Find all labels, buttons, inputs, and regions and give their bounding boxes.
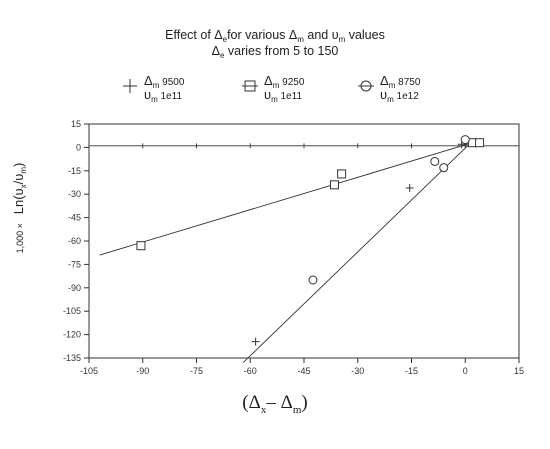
legend-line-2: υm 1e11 bbox=[264, 88, 302, 106]
legend-value: 8750 bbox=[395, 77, 421, 88]
plot-frame bbox=[88, 123, 520, 359]
x-axis-label-text: ) bbox=[301, 392, 308, 413]
data-point-circle bbox=[460, 135, 470, 145]
legend-symbol: υ bbox=[380, 87, 388, 102]
data-point-square bbox=[136, 241, 146, 251]
x-tick-label: -105 bbox=[80, 366, 98, 376]
x-tick-label: -30 bbox=[351, 366, 364, 376]
x-tick-label: 15 bbox=[514, 366, 524, 376]
x-axis-label-text: (Δ bbox=[242, 392, 261, 413]
legend-line-1: Δm 8750 bbox=[380, 74, 420, 92]
y-tick-label: -120 bbox=[63, 330, 81, 340]
data-point-square bbox=[329, 180, 339, 190]
data-point-plus bbox=[251, 337, 260, 346]
data-point-plus bbox=[405, 183, 414, 192]
legend-symbol: υ bbox=[144, 87, 152, 102]
y-tick-label: -45 bbox=[68, 213, 81, 223]
y-tick-label: -75 bbox=[68, 259, 81, 269]
y-tick-label: -15 bbox=[68, 166, 81, 176]
legend-subscript: m bbox=[272, 81, 280, 90]
legend-subscript: m bbox=[388, 81, 396, 90]
title-text: varies from 5 to 150 bbox=[224, 44, 339, 58]
legend-value: 1e11 bbox=[277, 91, 303, 102]
legend-line-2: υm 1e11 bbox=[144, 88, 182, 106]
x-tick-label: 0 bbox=[463, 366, 468, 376]
title-subscript: m bbox=[338, 35, 346, 44]
legend-subscript: m bbox=[387, 95, 394, 104]
y-tick-label: 0 bbox=[76, 142, 81, 152]
data-point-circle bbox=[439, 163, 449, 173]
title-text: values bbox=[345, 28, 385, 42]
data-point-square bbox=[337, 169, 347, 179]
legend-line-2: υm 1e12 bbox=[380, 88, 419, 106]
x-axis-label-subscript: x bbox=[260, 404, 267, 416]
series-plus-fit-line bbox=[242, 140, 473, 364]
legend-value: 1e11 bbox=[157, 91, 183, 102]
title-text: Effect of Δ bbox=[165, 28, 223, 42]
legend-subscript: m bbox=[151, 95, 158, 104]
legend-subscript: m bbox=[152, 81, 160, 90]
square-marker-icon bbox=[242, 78, 258, 94]
series-square-fit-line bbox=[99, 142, 473, 256]
y-tick-label: 15 bbox=[71, 119, 81, 129]
y-tick-label: -105 bbox=[63, 306, 81, 316]
legend-line-1: Δm 9250 bbox=[264, 74, 304, 92]
x-tick-label: -15 bbox=[405, 366, 418, 376]
data-point-circle bbox=[308, 275, 318, 285]
legend-value: 9500 bbox=[159, 77, 185, 88]
legend-line-1: Δm 9500 bbox=[144, 74, 184, 92]
circle-marker-icon bbox=[358, 78, 374, 94]
title-text: for various Δ bbox=[227, 28, 298, 42]
legend-symbol: υ bbox=[264, 87, 272, 102]
data-point-circle bbox=[430, 156, 440, 166]
x-axis-label-subscript: m bbox=[292, 404, 302, 416]
legend-value: 9250 bbox=[279, 77, 305, 88]
x-axis-label: (Δx– Δm) bbox=[0, 392, 550, 416]
chart-title-line-2: Δe varies from 5 to 150 bbox=[0, 44, 550, 63]
legend-symbol: Δ bbox=[264, 73, 273, 88]
y-tick-label: -60 bbox=[68, 236, 81, 246]
y-tick-label: -135 bbox=[63, 353, 81, 363]
legend-symbol: Δ bbox=[380, 73, 389, 88]
title-text: Δ bbox=[211, 44, 220, 58]
chart-title-line-1: Effect of Δefor various Δm and υm values bbox=[0, 28, 550, 47]
plus-marker-icon bbox=[122, 78, 138, 94]
legend-symbol: Δ bbox=[144, 73, 153, 88]
x-axis-label-text: – Δ bbox=[266, 392, 293, 413]
legend-subscript: m bbox=[271, 95, 278, 104]
y-tick-label: -30 bbox=[68, 189, 81, 199]
x-tick-label: -45 bbox=[297, 366, 310, 376]
title-text: and υ bbox=[303, 28, 339, 42]
x-tick-label: -90 bbox=[136, 366, 149, 376]
y-tick-label: -90 bbox=[68, 283, 81, 293]
x-tick-label: -60 bbox=[244, 366, 257, 376]
title-subscript: e bbox=[219, 51, 225, 60]
x-tick-label: -75 bbox=[190, 366, 203, 376]
title-subscript: e bbox=[222, 35, 228, 44]
title-subscript: m bbox=[297, 35, 304, 44]
data-point-square bbox=[475, 138, 485, 148]
legend-value: 1e12 bbox=[393, 91, 419, 102]
